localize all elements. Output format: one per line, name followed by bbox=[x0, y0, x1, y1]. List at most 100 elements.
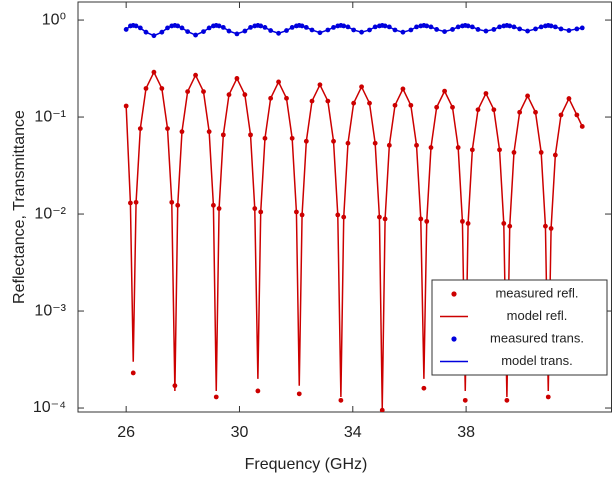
series-point bbox=[351, 27, 357, 33]
series-point bbox=[367, 27, 372, 33]
series-point bbox=[303, 138, 309, 144]
series-point bbox=[341, 23, 347, 29]
series-point bbox=[552, 152, 558, 158]
series-point bbox=[123, 27, 129, 32]
series-point bbox=[386, 142, 392, 148]
y-tick-label: 10⁻³ bbox=[34, 302, 66, 319]
series-point bbox=[248, 24, 253, 30]
series-point bbox=[538, 24, 544, 30]
series-point bbox=[284, 95, 289, 101]
series-point bbox=[309, 98, 315, 104]
series-point bbox=[206, 129, 212, 135]
series-point bbox=[234, 31, 240, 37]
series-point bbox=[255, 388, 261, 394]
series-point bbox=[133, 199, 139, 205]
series-point bbox=[475, 107, 481, 113]
series-point bbox=[414, 24, 419, 30]
series-point bbox=[234, 76, 240, 81]
series-point bbox=[151, 69, 157, 75]
series-point bbox=[491, 107, 497, 113]
series-point bbox=[434, 27, 440, 32]
series-point bbox=[213, 394, 219, 400]
series-point bbox=[504, 397, 510, 403]
series-point bbox=[392, 27, 398, 33]
series-point bbox=[359, 29, 364, 35]
series-point bbox=[331, 138, 336, 144]
series-point bbox=[442, 29, 447, 35]
series-point bbox=[193, 32, 198, 38]
series-point bbox=[497, 24, 502, 30]
series-point bbox=[317, 30, 323, 36]
series-point bbox=[511, 24, 517, 30]
series-point bbox=[428, 145, 434, 150]
series-point bbox=[545, 394, 551, 400]
series-point bbox=[345, 140, 351, 146]
series-point bbox=[483, 28, 489, 34]
series-point bbox=[201, 29, 206, 35]
series-point bbox=[169, 199, 175, 205]
series-point bbox=[533, 109, 538, 115]
series-point bbox=[392, 102, 398, 108]
series-point bbox=[450, 104, 455, 110]
series-point bbox=[421, 385, 427, 391]
series-point bbox=[220, 132, 226, 138]
series-point bbox=[341, 214, 347, 220]
series-point bbox=[382, 23, 388, 29]
x-tick-label: 26 bbox=[117, 424, 135, 441]
legend-label: model trans. bbox=[501, 353, 573, 368]
series-point bbox=[543, 223, 548, 229]
series-point bbox=[338, 397, 344, 403]
series-point bbox=[299, 23, 305, 29]
series-point bbox=[262, 24, 268, 30]
series-point bbox=[552, 24, 558, 30]
x-axis-label: Frequency (GHz) bbox=[245, 456, 368, 473]
series-point bbox=[462, 397, 468, 403]
series-point bbox=[325, 27, 331, 33]
series-point bbox=[137, 25, 143, 31]
series-point bbox=[507, 23, 513, 29]
series-point bbox=[179, 129, 185, 135]
series-point bbox=[483, 91, 489, 96]
series-point bbox=[201, 89, 206, 94]
series-point bbox=[284, 28, 289, 33]
series-point bbox=[159, 86, 165, 91]
series-point bbox=[455, 24, 461, 30]
series-point bbox=[386, 24, 392, 30]
series-point bbox=[193, 72, 198, 78]
series-point bbox=[367, 100, 372, 106]
legend-label: measured refl. bbox=[495, 285, 578, 300]
series-point bbox=[258, 23, 264, 29]
series-point bbox=[276, 79, 281, 85]
y-tick-label: 10⁻¹ bbox=[34, 108, 66, 125]
series-point bbox=[574, 112, 580, 118]
series-point bbox=[400, 29, 406, 35]
series-point bbox=[143, 29, 149, 35]
series-point bbox=[179, 25, 185, 31]
series-point bbox=[130, 370, 136, 376]
series-point bbox=[335, 212, 341, 218]
series-point bbox=[331, 24, 336, 30]
series-point bbox=[220, 24, 226, 30]
series-point bbox=[216, 23, 222, 29]
series-point bbox=[185, 29, 191, 35]
series-point bbox=[211, 202, 216, 208]
series-point bbox=[303, 24, 309, 30]
series-point bbox=[491, 27, 497, 32]
series-point bbox=[351, 100, 357, 106]
series-point bbox=[242, 92, 248, 98]
series-point bbox=[418, 216, 424, 222]
series-point bbox=[268, 95, 274, 101]
series-point bbox=[424, 218, 430, 224]
series-point bbox=[252, 206, 258, 211]
series-point bbox=[262, 135, 268, 141]
series-point bbox=[345, 24, 351, 30]
series-point bbox=[206, 25, 212, 31]
legend-marker bbox=[451, 336, 457, 342]
series-point bbox=[517, 26, 523, 32]
series-point bbox=[175, 23, 181, 29]
series-point bbox=[258, 209, 264, 215]
series-point bbox=[372, 24, 378, 30]
series-point bbox=[533, 26, 538, 32]
series-point bbox=[382, 216, 388, 222]
